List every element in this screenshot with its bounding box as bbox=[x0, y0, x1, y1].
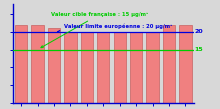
Bar bbox=[179, 25, 192, 103]
Bar bbox=[147, 32, 159, 103]
Bar bbox=[97, 32, 110, 103]
Bar bbox=[48, 28, 60, 103]
Bar bbox=[31, 25, 44, 103]
Bar bbox=[163, 25, 175, 103]
Text: 20: 20 bbox=[194, 29, 203, 34]
Bar bbox=[64, 32, 77, 103]
Bar bbox=[130, 32, 142, 103]
Text: Valeur limite européenne : 20 µg/m³: Valeur limite européenne : 20 µg/m³ bbox=[58, 24, 172, 32]
Bar bbox=[114, 32, 126, 103]
Bar bbox=[81, 32, 93, 103]
Bar bbox=[15, 25, 27, 103]
Text: Valeur cible française : 15 µg/m³: Valeur cible française : 15 µg/m³ bbox=[41, 12, 148, 48]
Text: 15: 15 bbox=[194, 47, 203, 52]
